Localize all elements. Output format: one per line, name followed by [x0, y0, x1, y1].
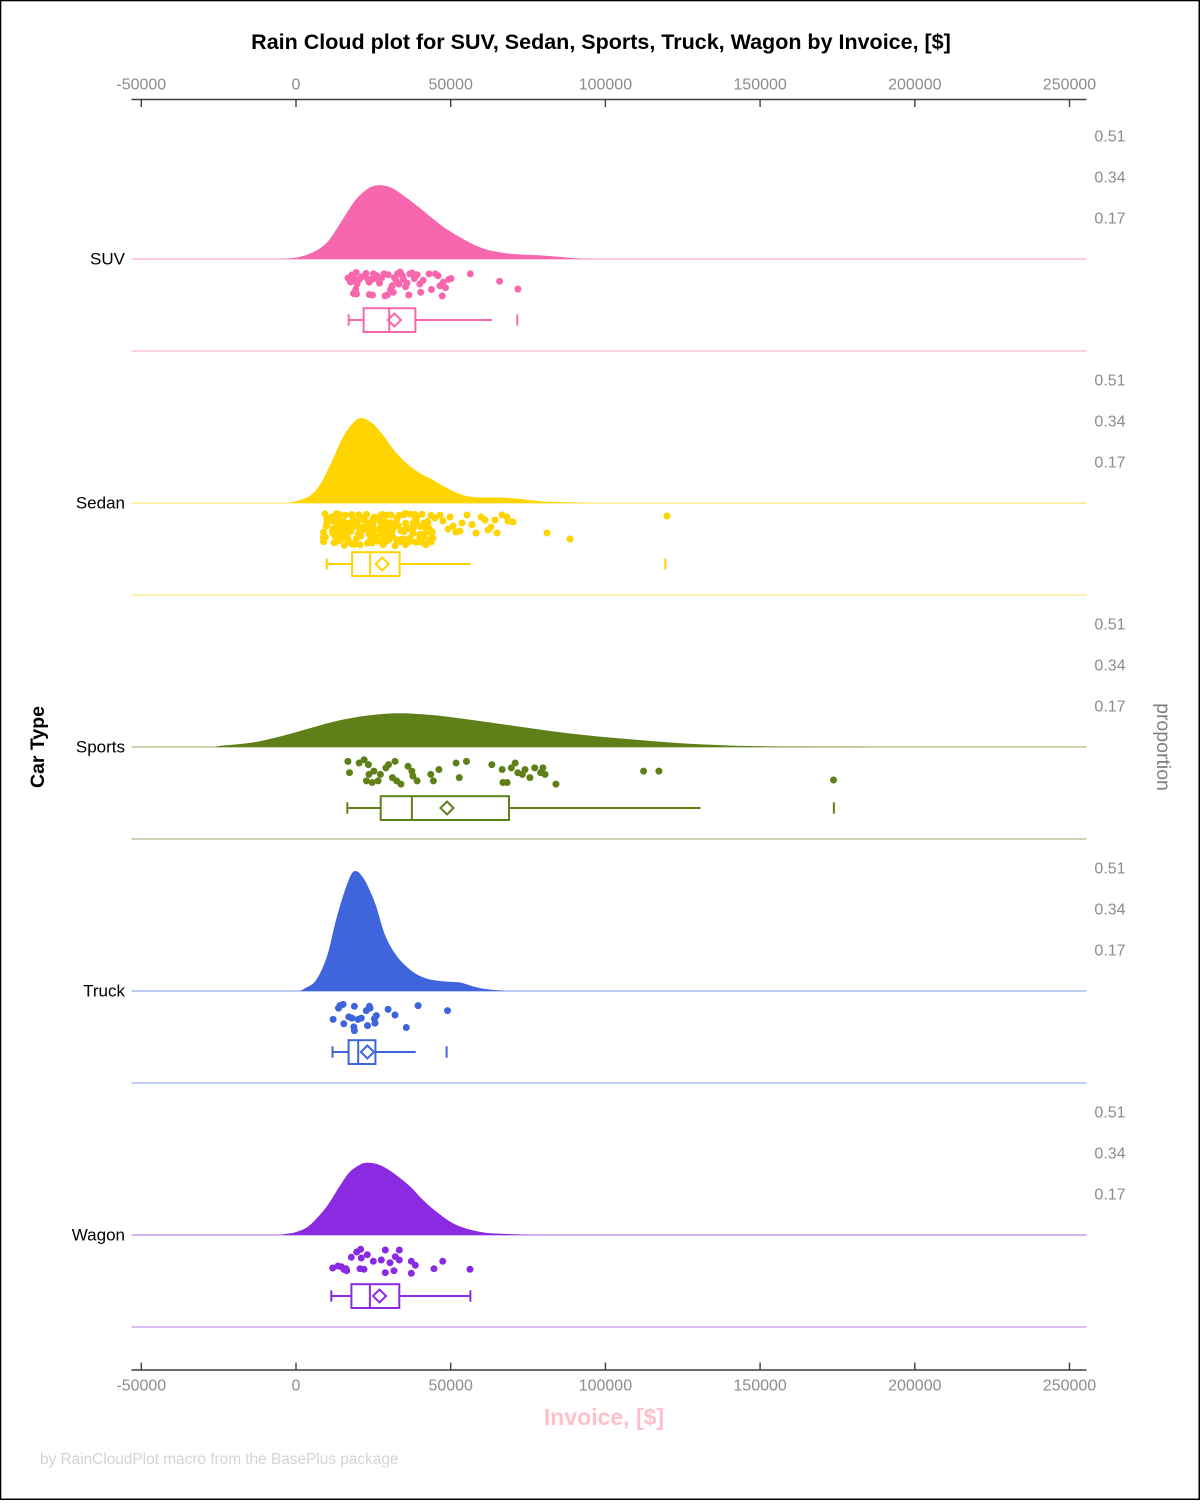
svg-text:Sedan: Sedan [76, 494, 125, 513]
svg-text:250000: 250000 [1043, 1378, 1096, 1395]
svg-text:0.34: 0.34 [1094, 658, 1125, 675]
svg-text:Rain Cloud plot for SUV, Sedan: Rain Cloud plot for SUV, Sedan, Sports, … [251, 30, 951, 54]
svg-text:0.34: 0.34 [1094, 902, 1125, 919]
svg-text:0.34: 0.34 [1094, 414, 1125, 431]
svg-text:0.51: 0.51 [1094, 861, 1125, 878]
svg-text:0.51: 0.51 [1094, 617, 1125, 634]
svg-text:0.17: 0.17 [1094, 699, 1125, 716]
svg-text:0.17: 0.17 [1094, 1187, 1125, 1204]
svg-text:200000: 200000 [888, 77, 941, 94]
svg-text:0.17: 0.17 [1094, 455, 1125, 472]
svg-text:50000: 50000 [428, 1378, 473, 1395]
svg-text:0.34: 0.34 [1094, 1146, 1125, 1163]
svg-text:150000: 150000 [733, 77, 786, 94]
svg-text:0.51: 0.51 [1094, 373, 1125, 390]
svg-text:50000: 50000 [428, 77, 473, 94]
svg-text:by RainCloudPlot macro from th: by RainCloudPlot macro from the BasePlus… [40, 1451, 398, 1468]
svg-text:-50000: -50000 [116, 77, 166, 94]
svg-text:0: 0 [292, 1378, 301, 1395]
svg-text:-50000: -50000 [116, 1378, 166, 1395]
svg-text:100000: 100000 [579, 1378, 632, 1395]
svg-text:0.17: 0.17 [1094, 211, 1125, 228]
svg-text:SUV: SUV [90, 250, 126, 269]
svg-text:Car Type: Car Type [27, 706, 49, 788]
svg-text:0.51: 0.51 [1094, 129, 1125, 146]
svg-text:Sports: Sports [76, 738, 125, 757]
svg-text:Wagon: Wagon [72, 1226, 125, 1245]
svg-text:proportion: proportion [1152, 703, 1174, 791]
svg-text:100000: 100000 [579, 77, 632, 94]
svg-text:250000: 250000 [1043, 77, 1096, 94]
svg-text:0: 0 [292, 77, 301, 94]
svg-text:0.17: 0.17 [1094, 943, 1125, 960]
svg-text:Truck: Truck [83, 982, 125, 1001]
svg-text:200000: 200000 [888, 1378, 941, 1395]
svg-text:0.34: 0.34 [1094, 170, 1125, 187]
svg-text:150000: 150000 [733, 1378, 786, 1395]
svg-text:0.51: 0.51 [1094, 1105, 1125, 1122]
svg-text:Invoice, [$]: Invoice, [$] [544, 1404, 664, 1430]
